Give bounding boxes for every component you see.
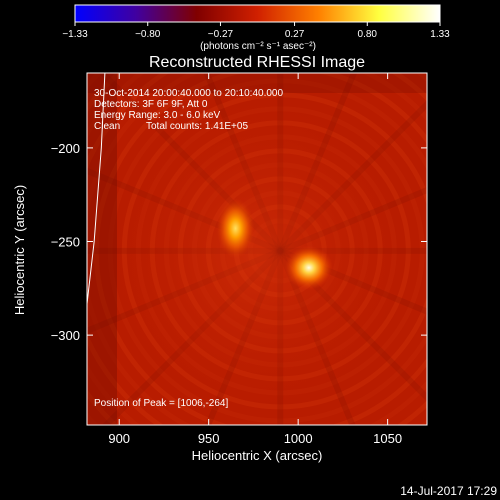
image-area: [87, 73, 427, 425]
annotation-method: Clean: [94, 121, 120, 132]
annotation-detectors: Detectors: 3F 6F 9F, Att 0: [94, 99, 208, 110]
colorbar-tick-label: 1.33: [430, 29, 450, 40]
x-tick-label: 1000: [284, 431, 313, 446]
annotation-block: 30-Oct-2014 20:00:40.000 to 20:10:40.000…: [94, 88, 283, 132]
colorbar-tick-label: −0.27: [208, 29, 234, 40]
y-tick-label: −300: [51, 328, 80, 343]
y-tick-label: −200: [51, 141, 80, 156]
plot-frame: [86, 72, 428, 426]
colorbar-ticks: −1.33 −0.80 −0.27 0.27 0.80 1.33: [62, 22, 450, 40]
y-tick-label: −250: [51, 235, 80, 250]
solar-limb-curve: [87, 73, 106, 309]
peak-position-label: Position of Peak = [1006,-264]: [94, 398, 228, 409]
footer-date: 14-Jul-2017 17:29: [400, 484, 497, 498]
x-axis-label: Heliocentric X (arcsec): [192, 448, 323, 463]
y-axis-label: Heliocentric Y (arcsec): [12, 185, 27, 315]
chart-title: Reconstructed RHESSI Image: [149, 54, 365, 71]
peak-source: [284, 245, 333, 290]
y-axis-ticks: −200 −250 −300: [51, 141, 427, 343]
annotation-counts: Total counts: 1.41E+05: [146, 121, 248, 132]
colorbar-tick-label: −1.33: [62, 29, 88, 40]
colorbar-tick-label: −0.80: [135, 29, 161, 40]
colorbar-title: (photons cm⁻² s⁻¹ asec⁻²): [200, 41, 316, 52]
x-tick-label: 900: [108, 431, 130, 446]
x-tick-label: 1050: [373, 431, 402, 446]
colorbar-tick-label: 0.27: [285, 29, 305, 40]
secondary-source: [216, 198, 255, 259]
colorbar-tick-label: 0.80: [358, 29, 378, 40]
colorbar: [74, 4, 441, 23]
annotation-energy: Energy Range: 3.0 - 6.0 keV: [94, 110, 221, 121]
annotation-time: 30-Oct-2014 20:00:40.000 to 20:10:40.000: [94, 88, 283, 99]
x-axis-ticks: 900 950 1000 1050: [108, 73, 402, 446]
x-tick-label: 950: [198, 431, 220, 446]
